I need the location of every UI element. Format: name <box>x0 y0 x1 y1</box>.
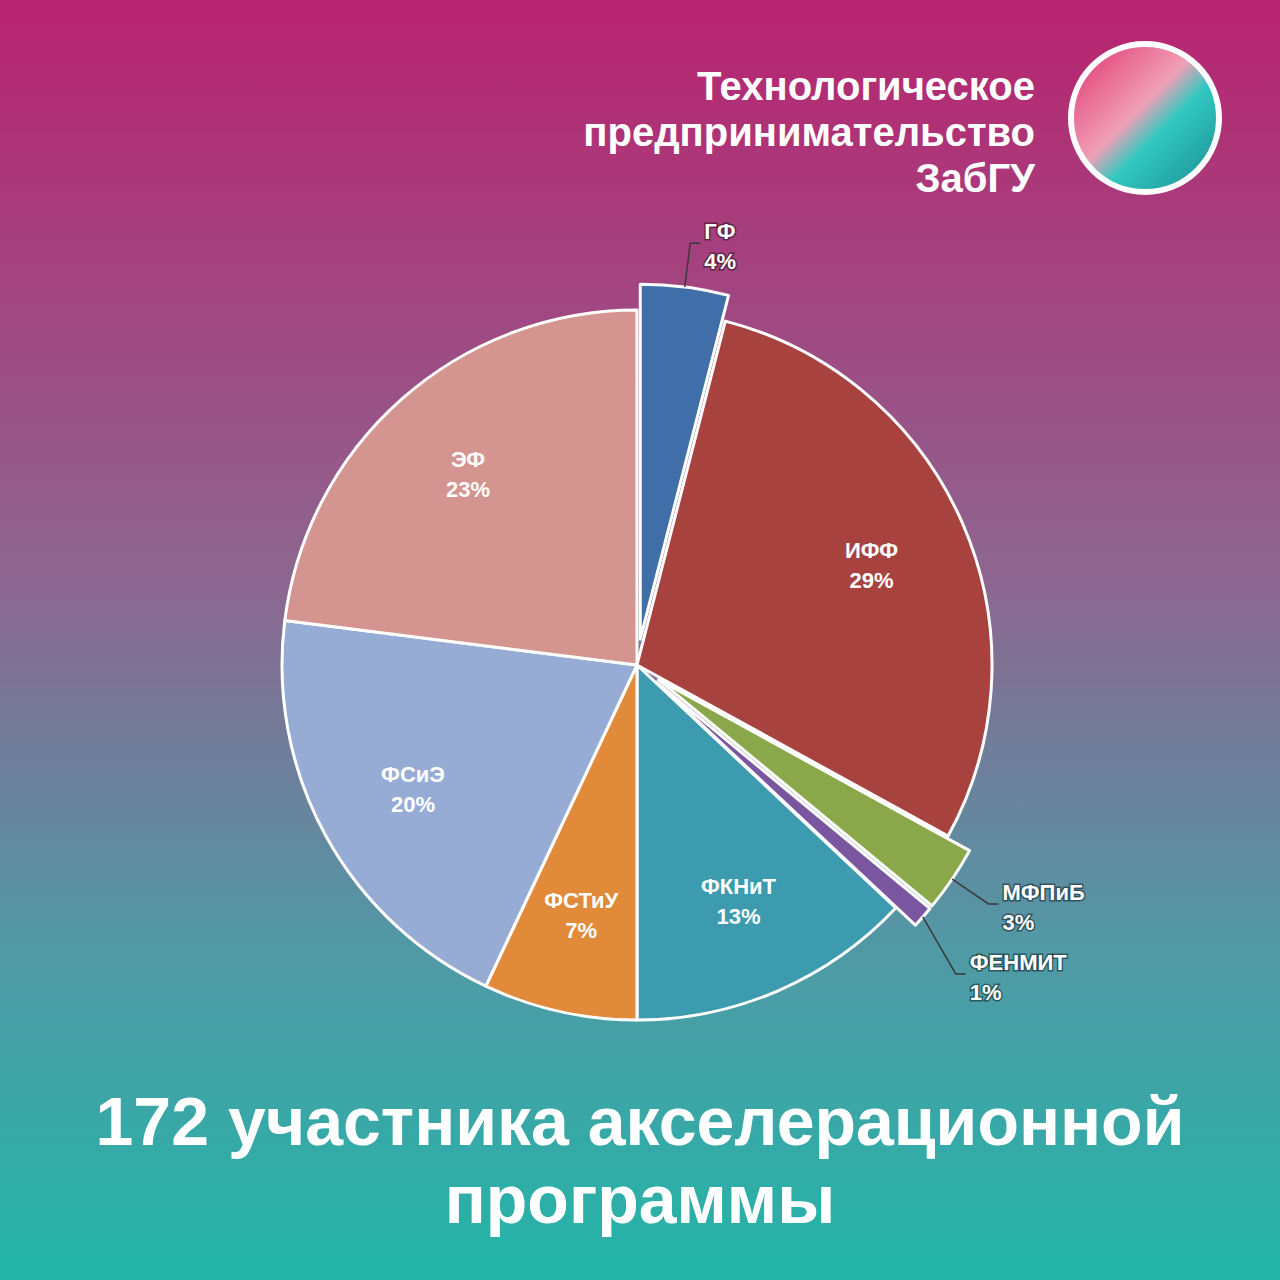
chart-root: ТехнологическоепредпринимательствоЗабГУ Г… <box>0 0 1280 1280</box>
slice-value: 7% <box>565 918 597 943</box>
slice-value: 29% <box>850 567 894 592</box>
text-line: предпринимательство <box>583 110 1035 154</box>
leader-line <box>685 243 701 287</box>
slice-value: 1% <box>970 980 1002 1005</box>
slice <box>282 621 637 987</box>
slice-label: ФСТиУ <box>544 888 618 913</box>
slice-label: ФЕНМИТ <box>970 950 1067 975</box>
pie <box>282 284 992 1020</box>
text-line: Технологическое <box>697 64 1035 108</box>
background <box>0 0 1280 1280</box>
title: ТехнологическоепредпринимательствоЗабГУ <box>583 64 1036 200</box>
slice-value: 4% <box>704 249 736 274</box>
slice-label: ФСиЭ <box>381 762 445 787</box>
text-line: 172 участника акселерационной <box>96 1083 1185 1159</box>
slice-label: ИФФ <box>845 537 898 562</box>
slice-value: 23% <box>446 477 490 502</box>
leader-line <box>952 879 998 904</box>
slice-value: 13% <box>716 904 760 929</box>
slice-label: ЭФ <box>451 447 485 472</box>
slice-value: 3% <box>1003 910 1035 935</box>
labels: ГФ 4% ИФФ 29% МФПиБ 3% ФЕНМИТ 1% ФКНиТ 13% ФСТиУ 7%… <box>381 219 1085 1005</box>
annotation: 172 участника акселерационнойпрограммы <box>96 1083 1185 1237</box>
slice <box>637 665 896 1020</box>
slice-label: ФКНиТ <box>701 874 777 899</box>
slice-value: 20% <box>391 792 435 817</box>
logo <box>1071 44 1219 192</box>
slice-label: ГФ <box>704 219 735 244</box>
leader-line <box>923 917 966 974</box>
text-line: программы <box>445 1161 836 1237</box>
text-line: ЗабГУ <box>915 156 1036 200</box>
slice-label: МФПиБ <box>1003 880 1085 905</box>
slice <box>285 310 637 665</box>
